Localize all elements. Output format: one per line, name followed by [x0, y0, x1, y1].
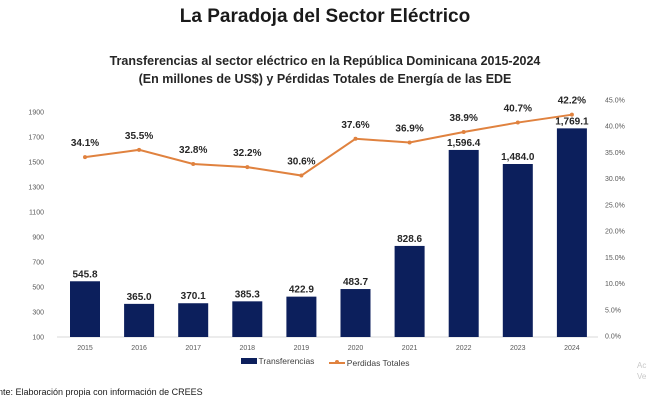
bar-data-label: 1,769.1 — [555, 116, 589, 127]
watermark: Ac Ve — [637, 360, 646, 382]
line-point — [407, 140, 412, 145]
x-tick-label: 2020 — [348, 345, 364, 352]
right-tick-label: 25.0% — [605, 202, 625, 209]
x-tick-label: 2019 — [294, 345, 310, 352]
legend: Transferencias Perdidas Totales — [0, 356, 650, 368]
left-tick-label: 300 — [32, 310, 44, 317]
legend-item-transferencias: Transferencias — [240, 356, 315, 366]
x-tick-label: 2021 — [402, 345, 418, 352]
bar-data-label: 365.0 — [127, 292, 152, 303]
right-tick-label: 40.0% — [605, 124, 625, 131]
bar-data-label: 545.8 — [72, 269, 97, 280]
left-tick-label: 100 — [32, 335, 44, 342]
right-tick-label: 10.0% — [605, 281, 625, 288]
line-data-label: 34.1% — [71, 138, 99, 149]
x-tick-label: 2015 — [77, 345, 93, 352]
bar-data-label: 483.7 — [343, 277, 368, 288]
left-tick-label: 1300 — [28, 185, 44, 192]
left-axis: 100 300 500 700 900 1100 1300 1500 1700 1900 — [28, 110, 44, 342]
line-data-label: 30.6% — [287, 157, 315, 168]
right-tick-label: 30.0% — [605, 176, 625, 183]
bar — [448, 149, 479, 337]
x-tick-label: 2018 — [240, 345, 256, 352]
line-data-label: 37.6% — [341, 120, 369, 131]
legend-label: Perdidas Totales — [346, 358, 410, 368]
line-data-label: 38.9% — [450, 113, 478, 124]
right-tick-label: 15.0% — [605, 255, 625, 262]
right-tick-label: 0.0% — [605, 334, 621, 341]
line-data-label: 32.8% — [179, 145, 207, 156]
right-axis: 0.0% 5.0% 10.0% 15.0% 20.0% 25.0% 30.0% 35.0% 40… — [605, 98, 625, 341]
line-data-label: 42.2% — [558, 96, 586, 107]
line-data-label: 32.2% — [233, 148, 261, 159]
line-point — [461, 129, 466, 134]
watermark-line2: Ve — [637, 372, 647, 381]
x-tick-label: 2024 — [564, 345, 580, 352]
legend-swatch-bar — [240, 358, 257, 364]
right-tick-label: 45.0% — [605, 98, 625, 105]
bar — [70, 281, 100, 337]
bar-data-label: 828.6 — [397, 234, 422, 245]
bar — [124, 303, 155, 337]
line-data-label: 35.5% — [125, 131, 153, 142]
left-tick-label: 1900 — [28, 110, 44, 117]
chart-subtitle-line1: Transferencias al sector eléctrico en la… — [109, 54, 541, 68]
right-tick-label: 5.0% — [605, 307, 621, 314]
left-tick-label: 900 — [32, 235, 44, 242]
bar-series: 545.8 365.0 370.1 385.3 422.9 483.7 828.6 1,596… — [70, 116, 589, 337]
legend-label: Transferencias — [258, 356, 315, 366]
line-data-label: 40.7% — [504, 104, 532, 115]
bar-data-label: 385.3 — [235, 289, 260, 300]
right-tick-label: 20.0% — [605, 229, 625, 236]
line-point — [245, 165, 250, 170]
bar-data-label: 422.9 — [289, 285, 314, 296]
x-axis: 2015 2016 2017 2018 2019 2020 2021 2022 2023 2024 — [77, 345, 580, 352]
legend-item-perdidas: Perdidas Totales — [328, 358, 410, 368]
bar — [340, 289, 371, 337]
bar — [394, 245, 425, 337]
line-path — [84, 113, 573, 177]
legend-swatch-line — [328, 360, 345, 364]
x-tick-label: 2017 — [185, 345, 201, 352]
bar — [286, 296, 317, 337]
left-tick-label: 700 — [32, 260, 44, 267]
bar-data-label: 1,596.4 — [447, 138, 481, 149]
bar — [502, 164, 533, 337]
chart-subtitle-line2: (En millones de US$) y Pérdidas Totales … — [138, 72, 512, 86]
line-point — [83, 155, 87, 160]
left-tick-label: 1500 — [28, 160, 44, 167]
right-tick-label: 35.0% — [605, 150, 625, 157]
line-point — [191, 161, 196, 166]
bar-data-label: 1,484.0 — [501, 152, 535, 163]
left-tick-label: 1100 — [29, 210, 44, 217]
page-title: La Paradoja del Sector Eléctrico — [179, 6, 471, 27]
bar — [232, 301, 263, 337]
bar — [556, 128, 587, 337]
line-data-label: 36.9% — [395, 123, 423, 134]
bar-data-label: 370.1 — [181, 291, 206, 302]
x-tick-label: 2016 — [131, 345, 147, 352]
left-tick-label: 1700 — [28, 135, 44, 142]
x-tick-label: 2023 — [510, 345, 526, 352]
line-point — [137, 147, 142, 152]
bar — [178, 303, 209, 337]
left-tick-label: 500 — [32, 285, 44, 292]
x-tick-label: 2022 — [456, 345, 472, 352]
line-point — [569, 112, 574, 117]
line-point — [353, 136, 358, 141]
source-note: nte: Elaboración propia con información … — [0, 387, 203, 397]
line-point — [299, 173, 304, 178]
line-point — [515, 120, 520, 125]
line-series: 34.1% 35.5% 32.8% 32.2% 30.6% 37.6% 36.9% 38.9%… — [71, 96, 586, 178]
watermark-line1: Ac — [637, 361, 647, 370]
